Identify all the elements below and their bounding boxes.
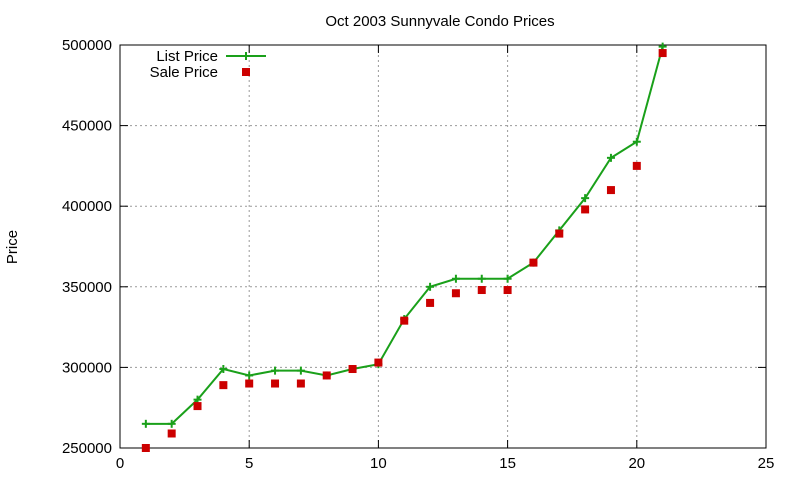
data-point bbox=[555, 229, 564, 238]
legend-label: List Price bbox=[156, 48, 218, 65]
data-point bbox=[451, 274, 460, 283]
x-tick-label: 10 bbox=[370, 455, 387, 472]
data-point bbox=[477, 274, 486, 283]
data-point bbox=[219, 381, 228, 390]
data-point bbox=[426, 298, 435, 307]
chart-title: Oct 2003 Sunnyvale Condo Prices bbox=[325, 13, 554, 30]
data-point bbox=[296, 379, 305, 388]
data-point bbox=[632, 161, 641, 170]
data-point bbox=[141, 444, 150, 452]
data-point bbox=[322, 371, 331, 380]
x-tick-label: 25 bbox=[758, 455, 775, 472]
y-axis-label: Price bbox=[4, 230, 21, 264]
data-point bbox=[503, 286, 512, 295]
x-tick-label: 20 bbox=[628, 455, 645, 472]
data-point bbox=[658, 49, 667, 58]
x-tick-label: 0 bbox=[116, 455, 124, 472]
data-point bbox=[529, 258, 538, 267]
data-point bbox=[219, 365, 228, 374]
data-point bbox=[193, 402, 202, 411]
data-point bbox=[581, 205, 590, 214]
data-point bbox=[581, 194, 590, 203]
plot-frame bbox=[119, 44, 767, 449]
data-point bbox=[245, 371, 254, 380]
data-point bbox=[296, 366, 305, 375]
y-tick-label: 400000 bbox=[62, 198, 112, 215]
legend-label: Sale Price bbox=[150, 64, 218, 81]
y-tick-label: 350000 bbox=[62, 279, 112, 296]
series-sale-price bbox=[141, 49, 667, 452]
data-point bbox=[271, 366, 280, 375]
x-tick-label: 15 bbox=[499, 455, 516, 472]
data-point bbox=[606, 153, 615, 162]
data-point bbox=[348, 365, 357, 374]
data-point bbox=[503, 274, 512, 283]
data-point bbox=[632, 137, 641, 146]
data-point bbox=[606, 186, 615, 195]
data-point bbox=[271, 379, 280, 388]
data-point bbox=[141, 419, 150, 428]
y-tick-label: 250000 bbox=[62, 440, 112, 457]
data-point bbox=[477, 286, 486, 295]
axis-ticks: 0 5 10 15 20 25 250000 300000 350000 400000 450000… bbox=[62, 37, 774, 472]
data-point bbox=[451, 289, 460, 298]
data-point bbox=[426, 282, 435, 291]
y-tick-label: 500000 bbox=[62, 37, 112, 54]
y-tick-label: 450000 bbox=[62, 118, 112, 135]
grid-lines bbox=[120, 45, 766, 448]
data-point bbox=[400, 316, 409, 325]
data-point bbox=[167, 419, 176, 428]
data-point bbox=[167, 429, 176, 438]
data-point bbox=[374, 358, 383, 367]
y-tick-label: 300000 bbox=[62, 359, 112, 376]
legend-marker bbox=[242, 68, 250, 76]
series-list-price bbox=[141, 42, 667, 428]
legend-marker bbox=[242, 52, 250, 60]
data-point bbox=[245, 379, 254, 388]
series-layer bbox=[141, 42, 667, 452]
x-tick-label: 5 bbox=[245, 455, 253, 472]
